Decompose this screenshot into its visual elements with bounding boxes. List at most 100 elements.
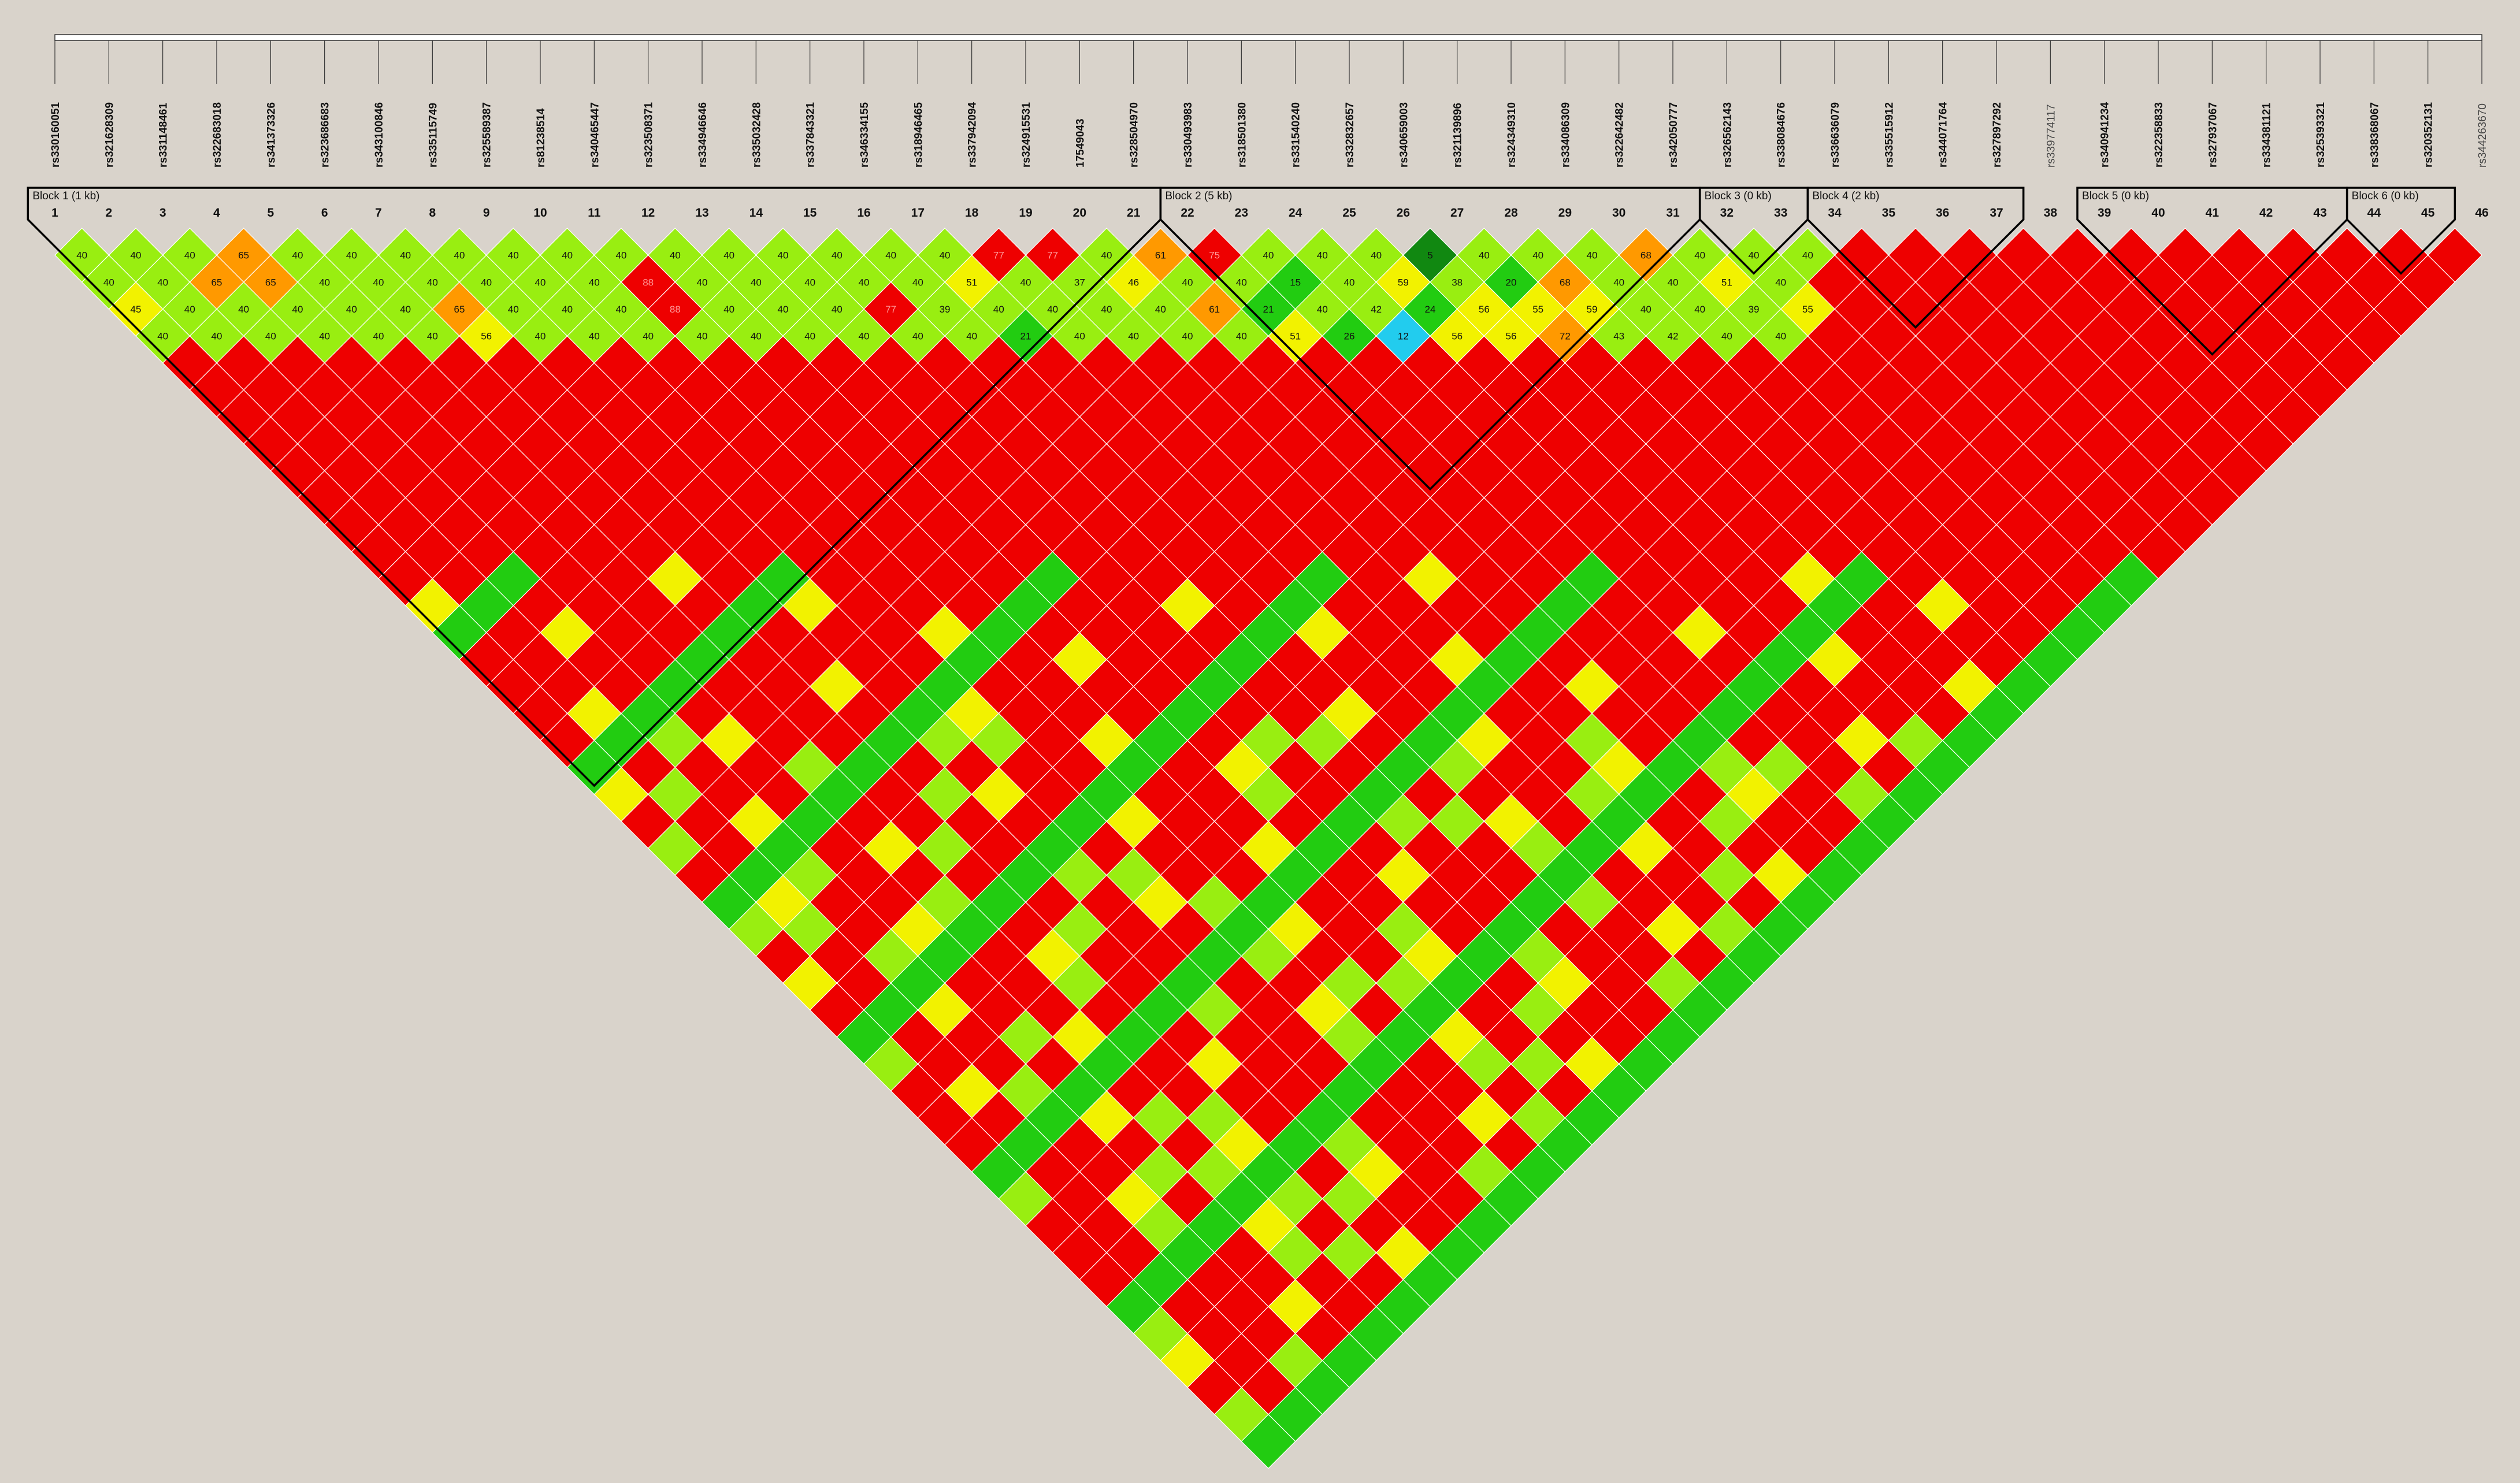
- snp-name-label: rs335115749: [427, 103, 439, 168]
- snp-index-label: 10: [533, 206, 547, 220]
- snp-index-label: 43: [2313, 206, 2326, 220]
- haplotype-block-outline: [1806, 187, 2025, 329]
- block-label: Block 1 (1 kb): [32, 190, 99, 202]
- ld-cell-value: 21: [1263, 304, 1274, 315]
- snp-index-numbers: 1 2 3 4 5 6 7 8 9 10 11 12 13 14 15 16 17 18 19 20 21 22 23 24 2…: [51, 206, 2489, 220]
- ld-cell-value: 40: [832, 250, 843, 261]
- snp-index-label: 26: [1397, 206, 1410, 220]
- ld-cell-value: 65: [238, 250, 249, 261]
- snp-name-label: rs332832657: [1344, 102, 1356, 168]
- ld-cell-value: 40: [508, 304, 519, 315]
- ld-cell-value: 40: [346, 304, 357, 315]
- ld-cell-value: 40: [76, 250, 87, 261]
- ld-cell-value: 40: [778, 250, 789, 261]
- ld-cell-value: 40: [400, 304, 411, 315]
- snp-name-label: rs341373326: [265, 102, 277, 168]
- ld-cell-value: 77: [993, 250, 1004, 261]
- ld-cell-value: 39: [1749, 304, 1760, 315]
- snp-index-label: 27: [1450, 206, 1464, 220]
- ld-cell-value: 40: [751, 331, 762, 342]
- snp-name-label: rs340659003: [1398, 102, 1410, 168]
- ld-cell-value: 88: [670, 304, 681, 315]
- ld-cell-value: 40: [373, 331, 384, 342]
- snp-name-label: rs334946646: [697, 102, 709, 168]
- ld-cell-value: 40: [804, 277, 815, 288]
- ld-cell-value: 65: [265, 277, 276, 288]
- snp-index-label: 46: [2475, 206, 2488, 220]
- ld-cell-value: 45: [131, 304, 142, 315]
- snp-name-label: rs334086309: [1560, 102, 1572, 168]
- snp-index-label: 45: [2421, 206, 2435, 220]
- ld-cell-value: 40: [1263, 250, 1274, 261]
- snp-index-label: 2: [105, 206, 112, 220]
- ld-cell-value: 40: [427, 277, 438, 288]
- snp-index-label: 3: [159, 206, 166, 220]
- ld-cell-value: 26: [1344, 331, 1355, 342]
- ld-cell-value: 40: [1749, 250, 1760, 261]
- snp-index-label: 15: [803, 206, 817, 220]
- ld-cell-value: 43: [1613, 331, 1624, 342]
- ld-cell-value: 40: [292, 250, 303, 261]
- ld-cell-value: 40: [1668, 277, 1679, 288]
- ld-cell: [1241, 1414, 1296, 1469]
- ld-cell-value: 40: [670, 250, 681, 261]
- ld-cell-value: 40: [1236, 277, 1247, 288]
- ld-cell-value: 40: [940, 250, 951, 261]
- snp-name-label: rs318501380: [1236, 102, 1248, 168]
- ld-cell-value: 40: [1317, 250, 1328, 261]
- snp-index-label: 34: [1828, 206, 1842, 220]
- snp-index-label: 6: [321, 206, 328, 220]
- ld-cell-value: 40: [616, 304, 627, 315]
- ld-cell-value: 59: [1398, 277, 1409, 288]
- ld-cell-value: 40: [400, 250, 411, 261]
- snp-index-label: 23: [1235, 206, 1248, 220]
- ld-cell-value: 40: [912, 277, 923, 288]
- ld-cell-value: 55: [1532, 304, 1543, 315]
- ld-cell-value: 40: [184, 304, 195, 315]
- ld-cell-value: 40: [589, 331, 600, 342]
- snp-name-label: rs323508371: [643, 102, 655, 168]
- snp-index-label: 35: [1882, 206, 1896, 220]
- snp-index-label: 9: [483, 206, 490, 220]
- snp-index-label: 39: [2098, 206, 2111, 220]
- haplotype-block-outline: [2076, 187, 2348, 356]
- snp-name-label: rs337942094: [967, 102, 979, 168]
- ld-cell-value: 40: [535, 331, 546, 342]
- ld-cell-value: 40: [1613, 277, 1624, 288]
- block-label: Block 2 (5 kb): [1165, 190, 1232, 202]
- snp-name-labels: rs330160051 rs321628309 rs331148461 rs32268…: [50, 102, 2489, 168]
- ld-cell-value: 51: [966, 277, 977, 288]
- snp-name-label: rs340941234: [2099, 102, 2111, 168]
- ld-cell-value: 88: [643, 277, 654, 288]
- snp-name-label: rs322358833: [2153, 102, 2165, 168]
- snp-name-label: rs324349310: [1506, 102, 1518, 168]
- ld-cell-value: 55: [1802, 304, 1813, 315]
- snp-name-label: rs320352131: [2423, 102, 2435, 168]
- snp-name-label: rs331148461: [158, 103, 170, 168]
- ld-cell-value: 68: [1560, 277, 1571, 288]
- snp-index-label: 16: [857, 206, 870, 220]
- snp-name-label: rs344263670: [2477, 103, 2489, 168]
- snp-index-label: 37: [1990, 206, 2003, 220]
- snp-name-label: rs325589387: [481, 102, 493, 168]
- ld-cell-value: 40: [454, 250, 465, 261]
- snp-name-label: rs81238514: [535, 108, 547, 168]
- snp-index-label: 17: [911, 206, 925, 220]
- ld-cell-value: 56: [1479, 304, 1490, 315]
- position-track-bar: [54, 34, 2482, 41]
- ld-cell-value: 56: [1506, 331, 1517, 342]
- ld-cell-value: 40: [319, 331, 330, 342]
- snp-index-label: 44: [2367, 206, 2381, 220]
- ld-cell-value: 38: [1452, 277, 1463, 288]
- ld-cell-value: 40: [697, 277, 708, 288]
- ld-cell-value: 40: [481, 277, 492, 288]
- ld-cell-value: 40: [1802, 250, 1813, 261]
- snp-name-label: rs335515912: [1883, 102, 1895, 168]
- ld-cell-value: 40: [103, 277, 114, 288]
- snp-name-label: 17549043: [1074, 118, 1086, 168]
- ld-cell-value: 77: [1047, 250, 1058, 261]
- ld-cell-value: 40: [1155, 304, 1166, 315]
- snp-index-label: 33: [1774, 206, 1787, 220]
- ld-cell-value: 20: [1506, 277, 1517, 288]
- snp-name-label: rs322642482: [1614, 102, 1626, 168]
